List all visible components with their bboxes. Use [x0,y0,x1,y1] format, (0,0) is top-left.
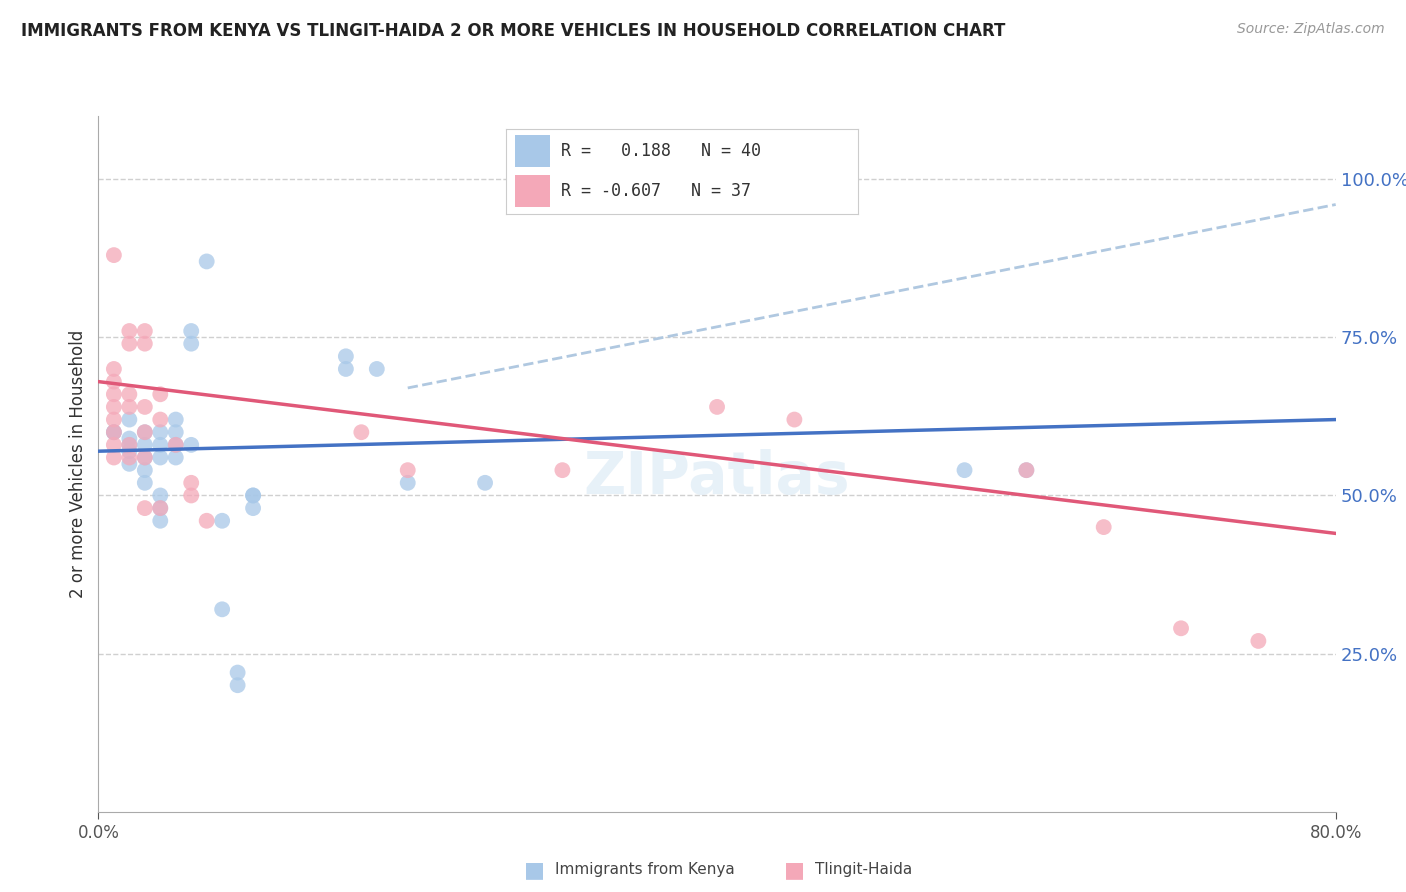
Point [149,514,172,528]
Point [396,463,419,477]
Point [118,324,141,338]
Point [335,349,357,363]
Point [118,432,141,446]
Point [242,501,264,516]
Point [103,438,125,452]
Y-axis label: 2 or more Vehicles in Household: 2 or more Vehicles in Household [69,330,87,598]
Point [1015,463,1038,477]
Point [149,425,172,440]
Point [953,463,976,477]
Point [149,438,172,452]
Text: Source: ZipAtlas.com: Source: ZipAtlas.com [1237,22,1385,37]
Point [134,425,156,440]
Point [195,254,218,268]
Point [118,444,141,458]
Point [103,450,125,465]
Bar [515,175,550,207]
Point [706,400,728,414]
Point [1092,520,1115,534]
Text: Tlingit-Haida: Tlingit-Haida [815,863,912,877]
Point [226,665,249,680]
Point [118,336,141,351]
Point [103,425,125,440]
Point [118,400,141,414]
Point [149,488,172,502]
Text: R =   0.188   N = 40: R = 0.188 N = 40 [561,143,761,161]
Point [118,387,141,401]
Point [149,450,172,465]
Point [118,438,141,452]
Point [149,412,172,426]
Point [211,602,233,616]
Point [134,324,156,338]
Point [226,678,249,692]
Text: R = -0.607   N = 37: R = -0.607 N = 37 [561,182,751,200]
Point [134,450,156,465]
Point [335,362,357,376]
Point [242,488,264,502]
Point [134,336,156,351]
Point [180,438,202,452]
Text: Immigrants from Kenya: Immigrants from Kenya [555,863,735,877]
Point [118,412,141,426]
Bar [515,136,550,168]
Point [366,362,388,376]
Text: ■: ■ [785,860,804,880]
Point [134,425,156,440]
Point [149,501,172,516]
Point [149,387,172,401]
Point [165,425,187,440]
Point [242,488,264,502]
Point [551,463,574,477]
Point [1015,463,1038,477]
Point [134,400,156,414]
Point [134,450,156,465]
Point [195,514,218,528]
Point [103,425,125,440]
Point [1170,621,1192,635]
Point [180,488,202,502]
Point [180,324,202,338]
Point [474,475,496,490]
Point [165,438,187,452]
Point [103,387,125,401]
Point [134,463,156,477]
Point [103,248,125,262]
Text: ZIPatlas: ZIPatlas [583,450,851,507]
Text: ■: ■ [524,860,544,880]
Point [396,475,419,490]
Point [118,457,141,471]
Point [165,450,187,465]
Point [783,412,806,426]
Point [165,438,187,452]
Point [134,438,156,452]
Point [103,400,125,414]
Point [103,412,125,426]
Point [103,362,125,376]
Point [350,425,373,440]
Point [165,412,187,426]
Point [149,501,172,516]
Point [134,475,156,490]
Point [118,438,141,452]
Text: IMMIGRANTS FROM KENYA VS TLINGIT-HAIDA 2 OR MORE VEHICLES IN HOUSEHOLD CORRELATI: IMMIGRANTS FROM KENYA VS TLINGIT-HAIDA 2… [21,22,1005,40]
Point [1247,634,1270,648]
Point [103,375,125,389]
Point [180,475,202,490]
Point [180,336,202,351]
Point [118,450,141,465]
Point [103,425,125,440]
Point [134,501,156,516]
Point [211,514,233,528]
